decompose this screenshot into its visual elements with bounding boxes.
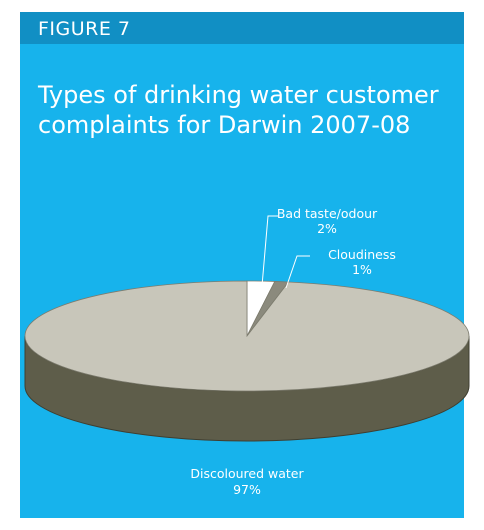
label-cloudiness-name: Cloudiness xyxy=(328,247,396,262)
label-bad-taste-value: 2% xyxy=(317,221,337,236)
chart-title-line-2: complaints for Darwin 2007-08 xyxy=(38,111,411,139)
pie-top xyxy=(24,280,470,392)
label-discoloured-value: 97% xyxy=(233,482,261,497)
label-discoloured-name: Discoloured water xyxy=(190,466,304,481)
label-bad-taste-name: Bad taste/odour xyxy=(277,206,378,221)
figure-header-band: FIGURE 7 xyxy=(20,12,464,44)
leader-bad-taste xyxy=(261,215,278,287)
chart-title: Types of drinking water customer complai… xyxy=(38,80,458,140)
pie-slice-discoloured-water xyxy=(24,280,470,392)
leader-cloudiness xyxy=(285,255,310,289)
leader-lines xyxy=(261,215,310,289)
label-cloudiness-value: 1% xyxy=(352,262,372,277)
figure-label: FIGURE 7 xyxy=(38,18,131,40)
chart-title-line-1: Types of drinking water customer xyxy=(38,81,439,109)
